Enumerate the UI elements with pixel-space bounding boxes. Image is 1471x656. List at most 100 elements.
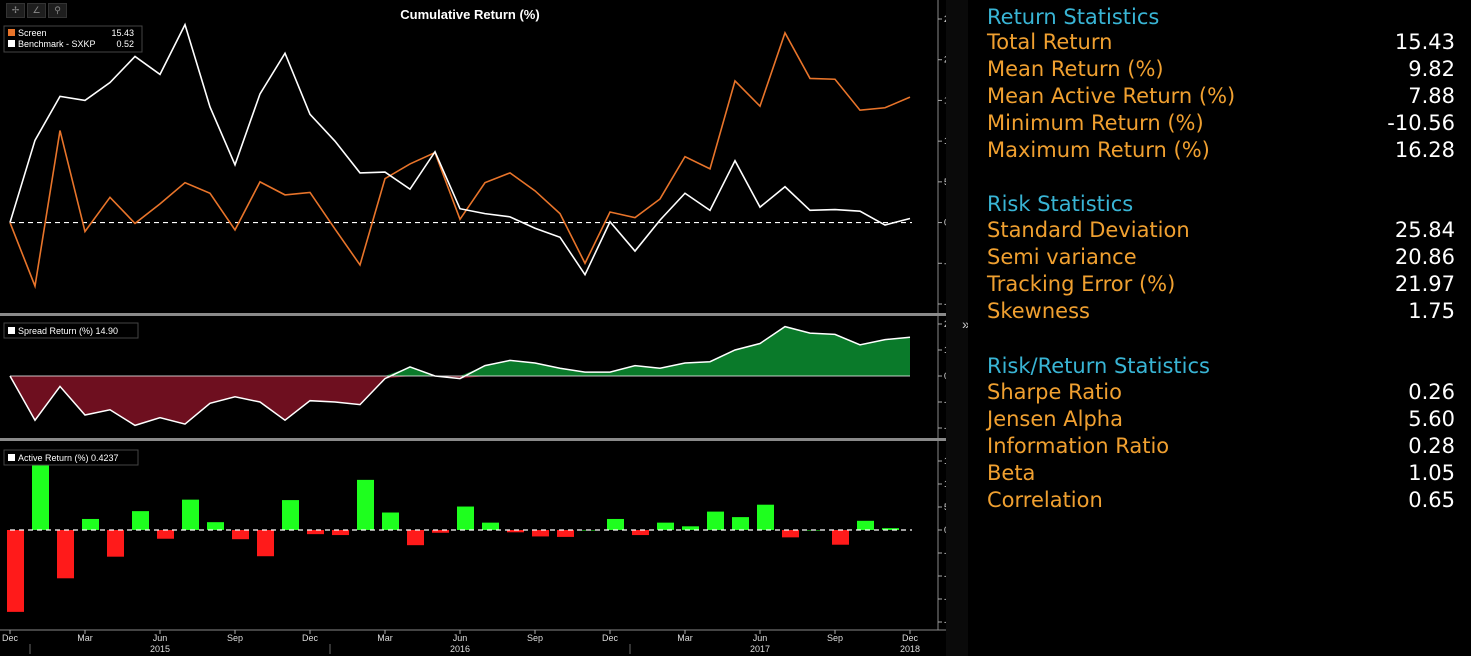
stat-label: Standard Deviation bbox=[987, 218, 1190, 242]
active-return-bar bbox=[682, 526, 699, 530]
active-return-bar bbox=[382, 512, 399, 530]
stat-row-minimum-return: Minimum Return (%) -10.56 bbox=[987, 111, 1455, 138]
active-return-bar bbox=[207, 522, 224, 530]
stat-label: Sharpe Ratio bbox=[987, 380, 1122, 404]
spread-negative-area bbox=[10, 376, 910, 426]
active-return-bar bbox=[232, 530, 249, 540]
stat-value: 21.97 bbox=[1394, 272, 1455, 296]
x-tick-label: Dec bbox=[302, 633, 319, 643]
active-return-bar bbox=[707, 511, 724, 530]
panel-separator bbox=[0, 313, 946, 316]
x-tick-label: Dec bbox=[602, 633, 619, 643]
active-return-bar bbox=[532, 530, 549, 537]
stat-row-standard-deviation: Standard Deviation 25.84 bbox=[987, 218, 1455, 245]
stat-row-tracking-error: Tracking Error (%) 21.97 bbox=[987, 272, 1455, 299]
collapse-panel-button[interactable]: » bbox=[962, 316, 970, 332]
legend-swatch bbox=[8, 327, 15, 334]
active-return-bar bbox=[282, 500, 299, 530]
active-return-bar bbox=[432, 530, 449, 533]
chart-title: Cumulative Return (%) bbox=[400, 7, 539, 22]
legend-label: Screen bbox=[18, 28, 47, 38]
legend-label: Spread Return (%) 14.90 bbox=[18, 326, 118, 336]
x-year-label: 2018 bbox=[900, 644, 920, 654]
legend-label: Active Return (%) 0.4237 bbox=[18, 453, 119, 463]
active-return-bar bbox=[732, 517, 749, 530]
stat-label: Beta bbox=[987, 461, 1036, 485]
stat-label: Jensen Alpha bbox=[987, 407, 1123, 431]
x-year-label: 2015 bbox=[150, 644, 170, 654]
stat-value: 15.43 bbox=[1394, 30, 1455, 54]
risk-statistics-title: Risk Statistics bbox=[987, 192, 1134, 216]
x-year-label: 2016 bbox=[450, 644, 470, 654]
series-line-screen bbox=[9, 30, 911, 290]
active-return-bar bbox=[632, 530, 649, 536]
x-tick-label: Dec bbox=[2, 633, 19, 643]
active-return-bar bbox=[857, 520, 874, 530]
stat-value: 0.26 bbox=[1408, 380, 1455, 404]
stat-label: Total Return bbox=[987, 30, 1113, 54]
x-tick-label: Mar bbox=[77, 633, 93, 643]
stat-row-beta: Beta 1.05 bbox=[987, 461, 1455, 488]
active-return-bar bbox=[457, 506, 474, 530]
active-return-bar bbox=[882, 528, 899, 530]
stat-label: Maximum Return (%) bbox=[987, 138, 1210, 162]
draw-icon[interactable]: ∠ bbox=[27, 3, 46, 18]
x-tick-label: Mar bbox=[377, 633, 393, 643]
stat-value: 1.75 bbox=[1408, 299, 1455, 323]
stat-label: Correlation bbox=[987, 488, 1103, 512]
active-return-bar bbox=[332, 530, 349, 536]
active-return-bar bbox=[182, 499, 199, 530]
chart-area: -10-50510152025Cumulative Return (%)Scre… bbox=[0, 0, 958, 654]
active-return-bar bbox=[557, 530, 574, 537]
stat-value: 25.84 bbox=[1394, 218, 1455, 242]
stat-value: 16.28 bbox=[1394, 138, 1455, 162]
active-return-bar bbox=[7, 530, 24, 612]
stat-row-maximum-return: Maximum Return (%) 16.28 bbox=[987, 138, 1455, 165]
spread-line bbox=[9, 325, 911, 427]
active-return-bar bbox=[257, 530, 274, 557]
stat-label: Mean Return (%) bbox=[987, 57, 1164, 81]
stat-row-mean-return: Mean Return (%) 9.82 bbox=[987, 57, 1455, 84]
legend-box bbox=[3, 25, 143, 53]
stat-value: 9.82 bbox=[1408, 57, 1455, 81]
legend-swatch bbox=[8, 40, 15, 47]
active-return-bar bbox=[607, 518, 624, 530]
active-return-bar bbox=[832, 530, 849, 545]
stat-label: Semi variance bbox=[987, 245, 1137, 269]
x-tick-label: Jun bbox=[453, 633, 468, 643]
stat-value: 0.65 bbox=[1408, 488, 1455, 512]
statistics-panel: Return Statistics Total Return 15.43 Mea… bbox=[968, 0, 1471, 656]
active-return-bar bbox=[357, 479, 374, 530]
stat-value: 20.86 bbox=[1394, 245, 1455, 269]
stat-value: -10.56 bbox=[1387, 111, 1455, 135]
stat-row-skewness: Skewness 1.75 bbox=[987, 299, 1455, 326]
active-return-bar bbox=[782, 530, 799, 538]
active-return-bar bbox=[482, 522, 499, 530]
stat-label: Minimum Return (%) bbox=[987, 111, 1204, 135]
risk-return-statistics-title: Risk/Return Statistics bbox=[987, 354, 1210, 378]
active-return-bar bbox=[57, 530, 74, 579]
active-return-bar bbox=[132, 511, 149, 530]
legend-label: Benchmark - SXKP bbox=[18, 39, 96, 49]
active-return-bar bbox=[82, 518, 99, 530]
stat-value: 0.28 bbox=[1408, 434, 1455, 458]
stat-row-correlation: Correlation 0.65 bbox=[987, 488, 1455, 515]
legend-value: 15.43 bbox=[111, 28, 134, 38]
active-return-bar bbox=[757, 504, 774, 530]
move-icon[interactable]: ✢ bbox=[6, 3, 25, 18]
stat-row-jensen-alpha: Jensen Alpha 5.60 bbox=[987, 407, 1455, 434]
chart-toolbar: ✢ ∠ ⚲ bbox=[6, 3, 67, 18]
zoom-icon[interactable]: ⚲ bbox=[48, 3, 67, 18]
legend-box bbox=[3, 449, 139, 466]
active-return-bar bbox=[107, 530, 124, 557]
stat-row-mean-active-return: Mean Active Return (%) 7.88 bbox=[987, 84, 1455, 111]
return-statistics-title: Return Statistics bbox=[987, 5, 1160, 29]
panel-divider bbox=[946, 0, 968, 656]
stat-label: Skewness bbox=[987, 299, 1090, 323]
x-tick-label: Sep bbox=[227, 633, 243, 643]
stat-row-total-return: Total Return 15.43 bbox=[987, 30, 1455, 57]
stat-row-semi-variance: Semi variance 20.86 bbox=[987, 245, 1455, 272]
series-line-benchmark bbox=[9, 22, 911, 277]
legend-swatch bbox=[8, 29, 15, 36]
active-return-bar bbox=[32, 459, 49, 530]
